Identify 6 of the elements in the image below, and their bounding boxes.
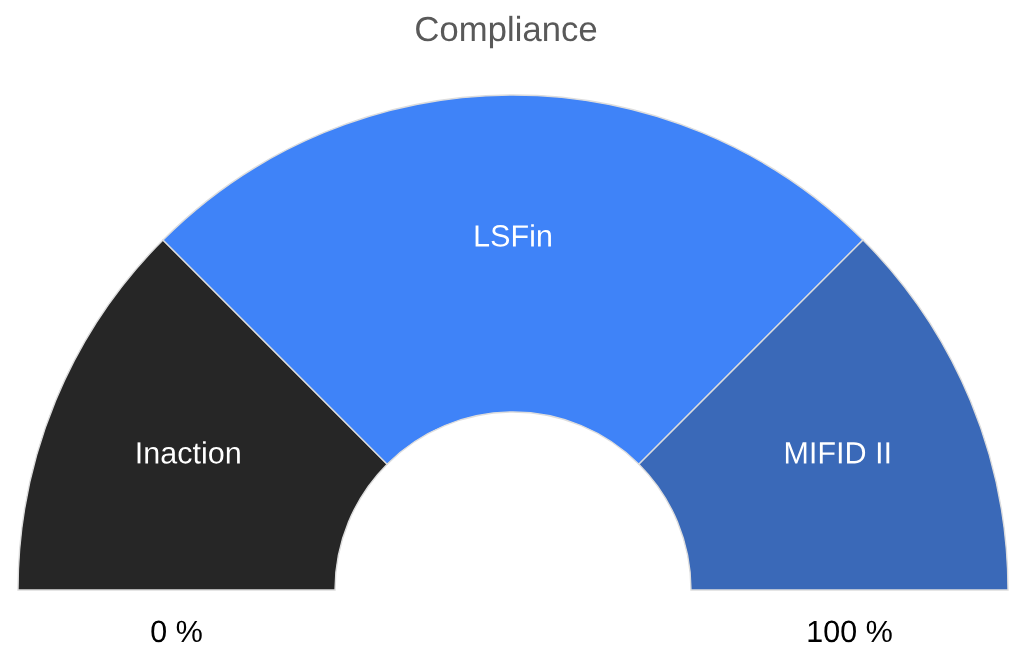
- slice-label: MIFID II: [785, 442, 890, 464]
- slice-label: Inaction: [137, 441, 240, 464]
- text: 0 %: [151, 620, 202, 643]
- slice-label: LSFin: [475, 224, 551, 247]
- text: 100 %: [808, 620, 892, 643]
- chart-title: Compliance: [416, 15, 597, 49]
